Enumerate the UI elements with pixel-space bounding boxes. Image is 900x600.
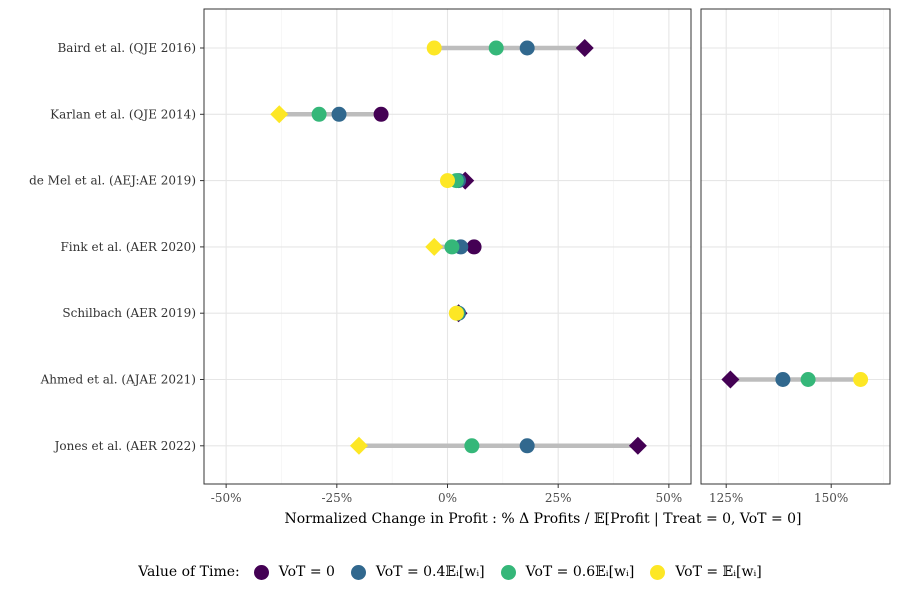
label-layer: -50% -25% 0% 25% 50% 125% 150% Baird et al. (QJ… xyxy=(29,41,848,505)
x-tick-label: 125% xyxy=(709,491,743,505)
data-point-circle xyxy=(444,239,460,255)
legend-item: VoT = 0.6𝔼ᵢ[wᵢ] xyxy=(500,564,635,580)
data-point-circle xyxy=(488,40,504,56)
study-label: de Mel et al. (AEJ:AE 2019) xyxy=(29,174,196,188)
data-point-circle xyxy=(448,305,464,321)
legend-item: VoT = 𝔼ᵢ[wᵢ] xyxy=(650,564,762,580)
legend-marker xyxy=(253,564,269,580)
data-point-circle xyxy=(331,106,347,122)
data-point-circle xyxy=(464,438,480,454)
grid-layer xyxy=(204,9,890,484)
data-point-diamond xyxy=(349,436,368,455)
x-tick-label: 0% xyxy=(438,491,457,505)
data-point-diamond xyxy=(425,237,444,256)
x-tick-label: -25% xyxy=(321,491,352,505)
study-label: Baird et al. (QJE 2016) xyxy=(57,41,196,55)
study-label: Schilbach (AER 2019) xyxy=(62,306,196,320)
legend-label: VoT = 𝔼ᵢ[wᵢ] xyxy=(675,564,762,580)
legend-marker xyxy=(650,564,666,580)
legend-label: VoT = 0.6𝔼ᵢ[wᵢ] xyxy=(525,564,635,580)
x-axis-title: Normalized Change in Profit : % Δ Profit… xyxy=(284,511,801,527)
data-point-circle xyxy=(853,372,869,387)
data-point-circle xyxy=(800,372,816,387)
legend-marker xyxy=(350,564,366,580)
data-point-circle xyxy=(775,372,791,387)
marker-layer xyxy=(270,39,869,455)
data-point-circle xyxy=(466,239,482,255)
range-layer xyxy=(279,45,861,449)
frame-layer xyxy=(200,8,891,488)
legend-marker xyxy=(500,564,516,580)
study-label: Karlan et al. (QJE 2014) xyxy=(50,107,196,121)
x-tick-label: 50% xyxy=(656,491,683,505)
legend: Value of Time: VoT = 0 VoT = 0.4𝔼ᵢ[wᵢ] VoT… xyxy=(0,558,900,586)
x-tick-label: 150% xyxy=(814,491,848,505)
legend-item: VoT = 0.4𝔼ᵢ[wᵢ] xyxy=(350,564,485,580)
data-point-diamond xyxy=(628,436,647,455)
data-point-circle xyxy=(519,438,535,454)
legend-title: Value of Time: xyxy=(138,564,240,580)
x-tick-label: -50% xyxy=(211,491,242,505)
x-tick-label: 25% xyxy=(545,491,572,505)
legend-item: VoT = 0 xyxy=(253,564,335,580)
data-point-diamond xyxy=(575,39,594,57)
panel-border-2 xyxy=(700,8,891,485)
data-point-diamond xyxy=(270,105,289,124)
data-point-circle xyxy=(440,173,455,189)
study-label: Fink et al. (AER 2020) xyxy=(60,240,196,254)
data-point-diamond xyxy=(721,370,740,389)
data-point-circle xyxy=(311,106,327,122)
data-point-circle xyxy=(426,40,442,56)
study-label: Ahmed et al. (AJAE 2021) xyxy=(40,373,196,387)
chart: -50% -25% 0% 25% 50% 125% 150% Baird et al. (QJ… xyxy=(29,8,891,527)
legend-label: VoT = 0.4𝔼ᵢ[wᵢ] xyxy=(375,564,485,580)
data-point-circle xyxy=(519,40,535,56)
data-point-circle xyxy=(373,106,389,122)
study-label: Jones et al. (AER 2022) xyxy=(53,439,196,453)
legend-label: VoT = 0 xyxy=(278,564,335,580)
